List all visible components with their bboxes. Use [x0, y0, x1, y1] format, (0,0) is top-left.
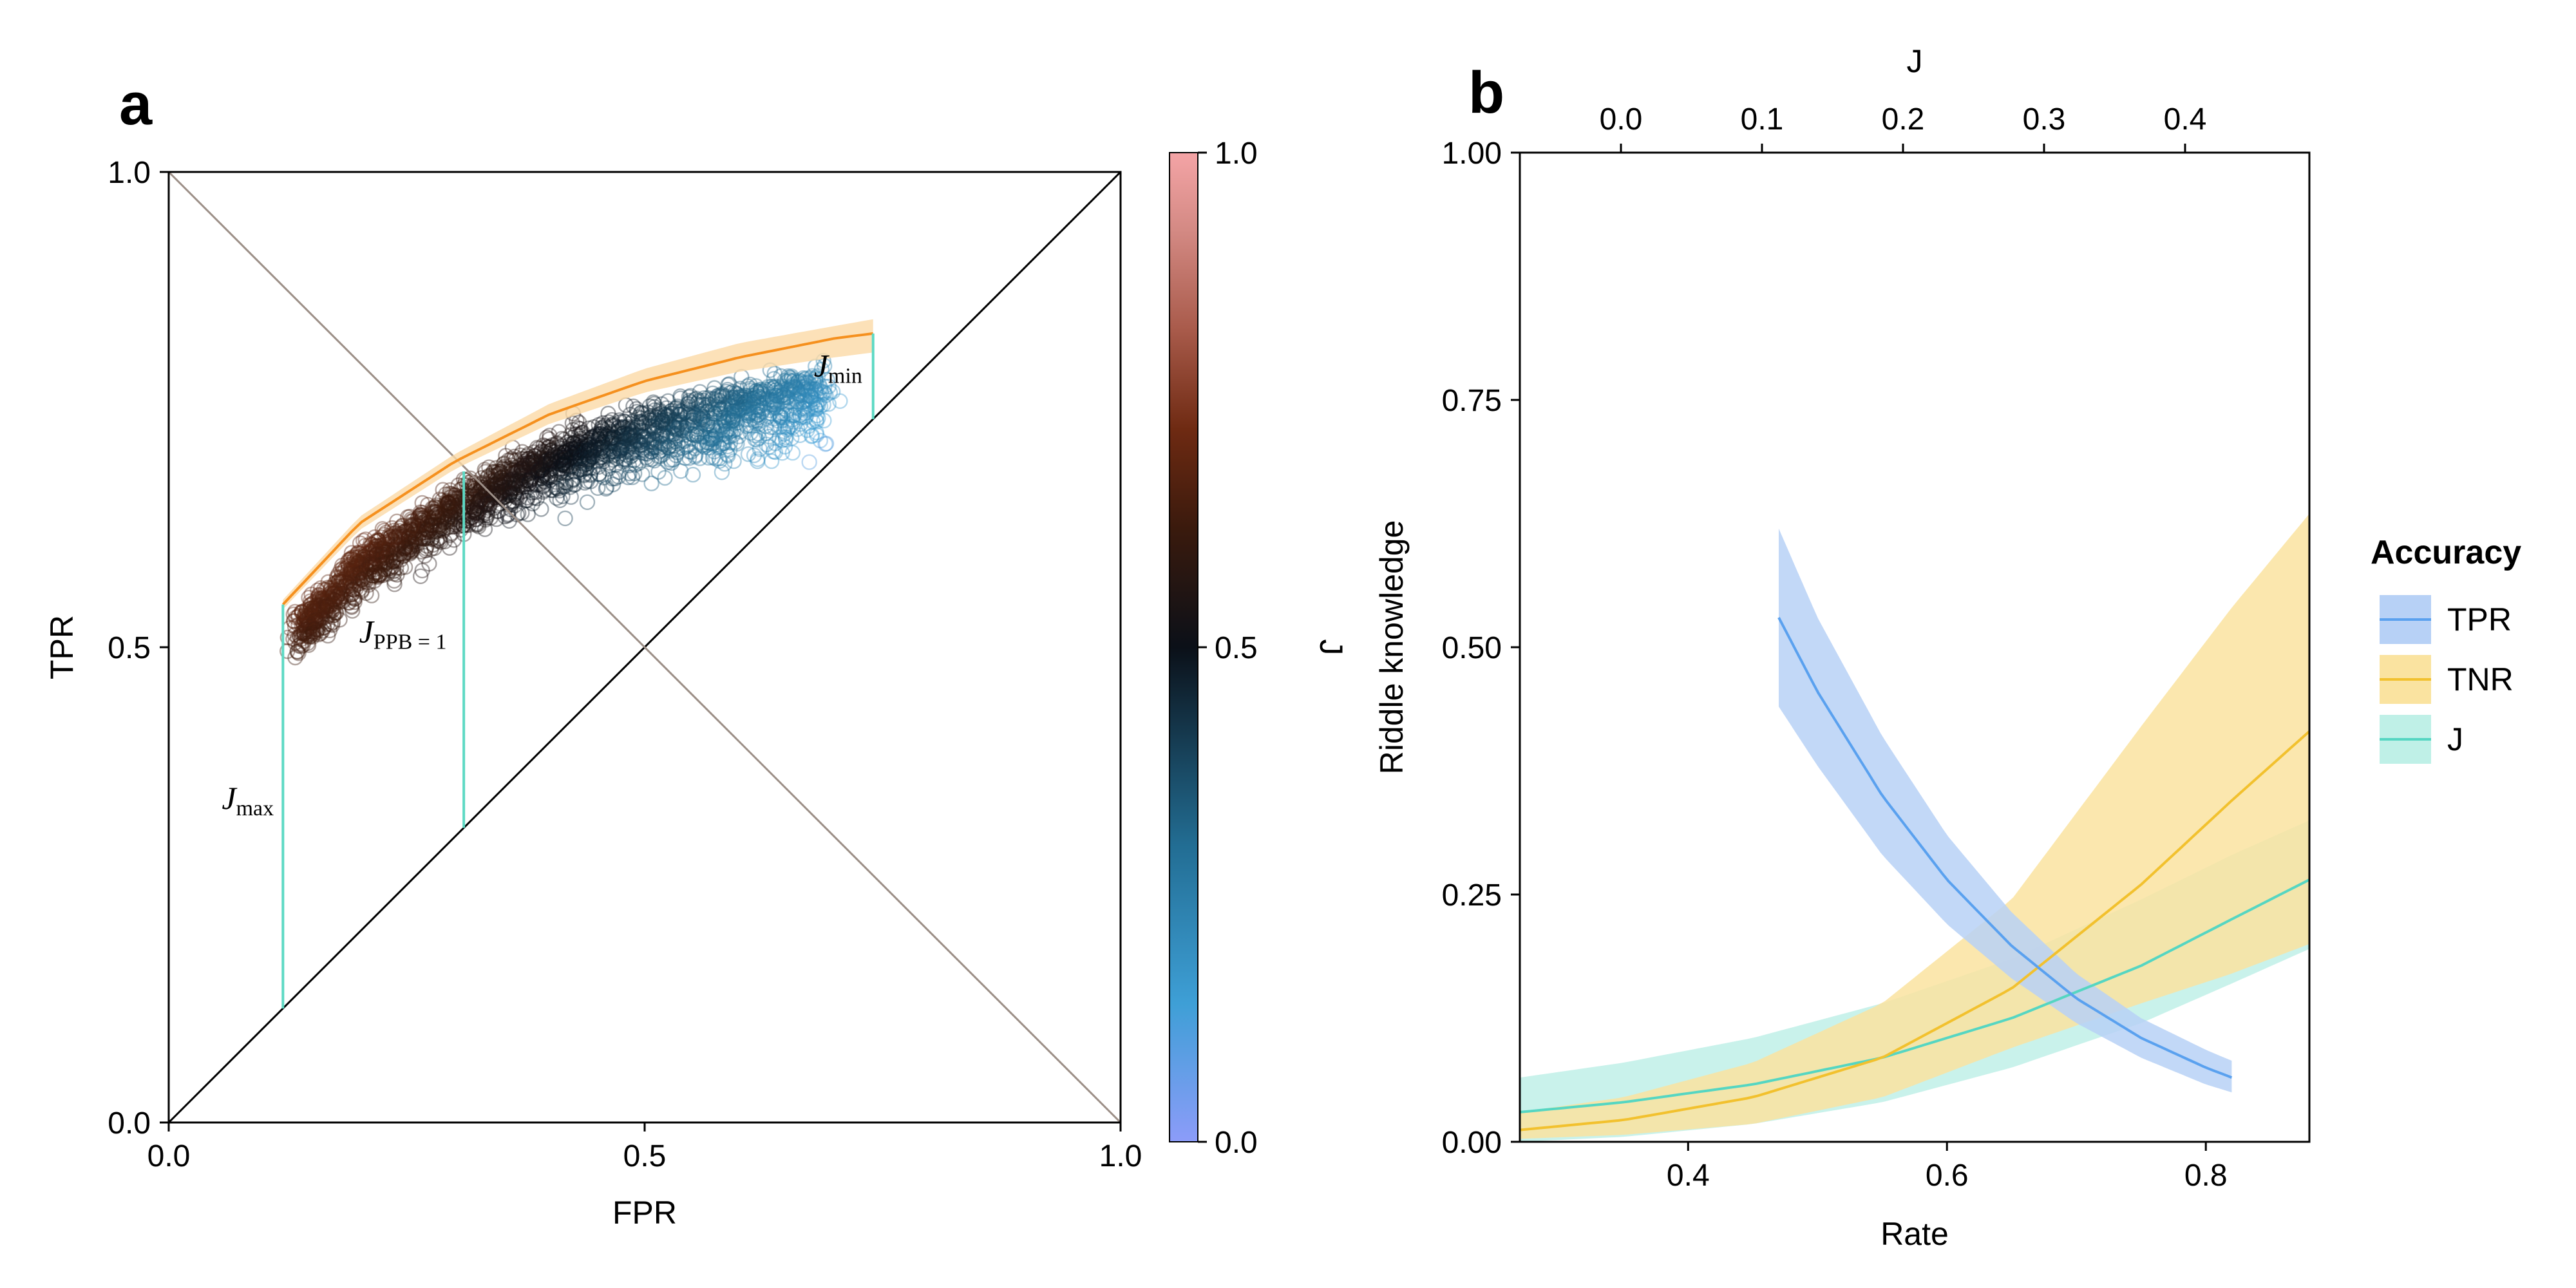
- scatter-point: [819, 437, 833, 451]
- colorbar-label: J: [1313, 639, 1349, 656]
- legend-title: Accuracy: [2371, 534, 2521, 571]
- colorbar-tick-label: 0.5: [1215, 631, 1258, 665]
- x-tick-label: 1.0: [1099, 1139, 1142, 1173]
- top-tick-label: 0.4: [2164, 102, 2207, 137]
- colorbar-ticks: 0.0 0.5 1.0: [1198, 137, 1258, 1160]
- panel-b-top-axis-title: J: [1907, 43, 1923, 79]
- panel-a-y-axis-title: TPR: [44, 615, 80, 679]
- colorbar-gradient: [1170, 153, 1198, 1142]
- legend-item-tpr: TPR: [2380, 595, 2512, 644]
- legend-items: TPR TNR J: [2380, 595, 2514, 764]
- panel-a-letter: a: [119, 71, 153, 137]
- legend-label: J: [2447, 721, 2463, 757]
- panel-a-roc-plot: JmaxJPPB = 1Jmin 0.00.00.50.51.01.0 FPR …: [44, 156, 1142, 1231]
- j-label-ppb1: JPPB = 1: [359, 614, 447, 654]
- x-tick-label: 0.5: [623, 1139, 667, 1173]
- x-tick-label: 0.6: [1926, 1159, 1969, 1193]
- x-tick-label: 0.4: [1667, 1159, 1710, 1193]
- legend-item-j: J: [2380, 715, 2463, 764]
- legend-label: TPR: [2447, 601, 2512, 638]
- colorbar-tick-label: 0.0: [1215, 1126, 1258, 1160]
- y-tick-label: 1.00: [1442, 137, 1502, 171]
- y-tick-label: 0.25: [1442, 878, 1502, 913]
- top-tick-label: 0.0: [1600, 102, 1643, 137]
- x-tick-label: 0.8: [2184, 1159, 2228, 1193]
- legend-item-tnr: TNR: [2380, 655, 2514, 704]
- y-tick-label: 0.0: [108, 1106, 151, 1141]
- scatter-point: [802, 455, 817, 469]
- y-tick-label: 0.50: [1442, 631, 1502, 665]
- top-tick-label: 0.2: [1882, 102, 1925, 137]
- accuracy-legend: Accuracy TPR TNR J: [2371, 534, 2521, 764]
- j-label-max: Jmax: [222, 780, 274, 820]
- scatter-point: [645, 477, 659, 491]
- scatter-point: [580, 495, 594, 509]
- panel-b-line-plot: 0.4 0.6 0.8 0.00 0.25 0.50 0.75 1.00 0.0 0.1 0.2 0.…: [1374, 43, 2309, 1252]
- scatter-point: [558, 511, 573, 526]
- legend-label: TNR: [2447, 661, 2514, 697]
- roc-reference-lines: [169, 172, 1121, 1122]
- y-tick-label: 1.0: [108, 156, 151, 190]
- panel-b-letter: b: [1468, 60, 1504, 126]
- panel-b-y-axis-title: Riddle knowledge: [1374, 520, 1410, 775]
- x-tick-label: 0.0: [147, 1139, 191, 1173]
- colorbar: 0.0 0.5 1.0 J: [1170, 137, 1349, 1160]
- panel-a-x-axis-title: FPR: [612, 1195, 677, 1231]
- panel-b-x-axis-title: Rate: [1880, 1216, 1949, 1252]
- colorbar-tick-label: 1.0: [1215, 137, 1258, 171]
- y-tick-label: 0.75: [1442, 384, 1502, 418]
- top-tick-label: 0.1: [1741, 102, 1784, 137]
- y-tick-label: 0.5: [108, 631, 151, 665]
- y-tick-label: 0.00: [1442, 1126, 1502, 1160]
- top-tick-label: 0.3: [2023, 102, 2066, 137]
- panel-a-ticks: 0.00.0 0.5 0.5 1.0 1.0: [108, 156, 1142, 1173]
